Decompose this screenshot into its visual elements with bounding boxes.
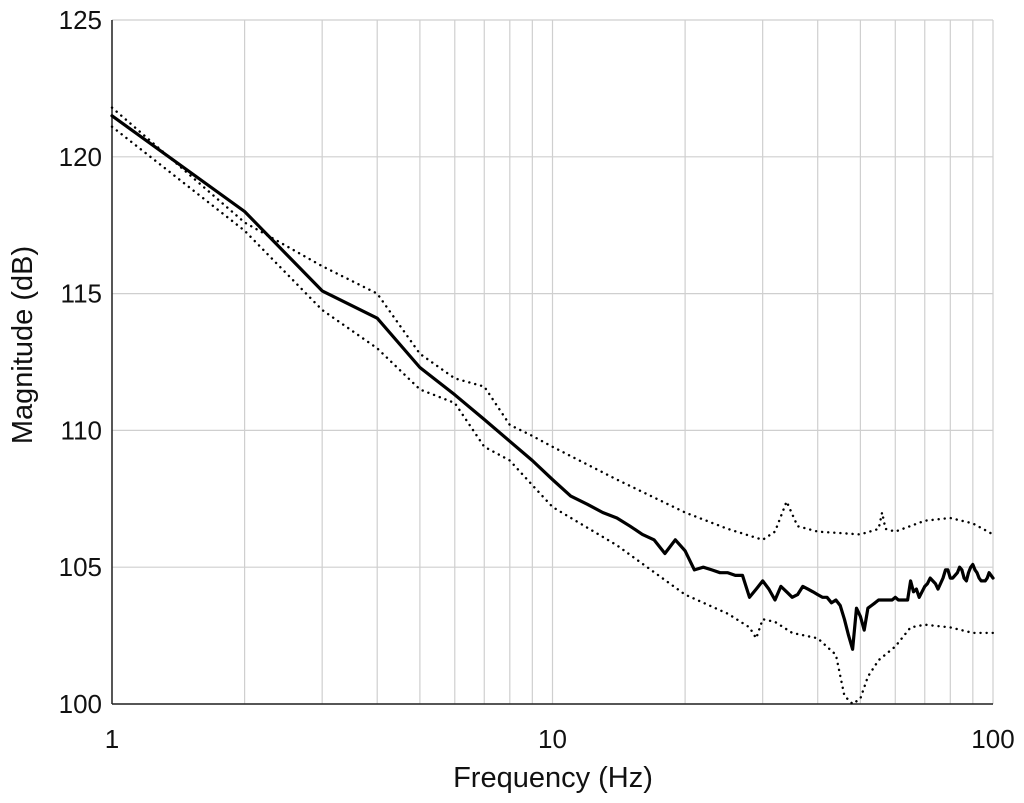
x-axis-label: Frequency (Hz) <box>453 762 653 794</box>
mean-magnitude-line <box>110 114 995 651</box>
y-tick-label: 110 <box>61 415 102 445</box>
y-tick-label: 100 <box>59 689 102 719</box>
x-tick-label: 1 <box>105 724 119 754</box>
y-tick-label: 115 <box>61 279 102 309</box>
y-tick-label: 105 <box>59 552 102 582</box>
dotted-bound-line <box>110 106 995 541</box>
x-tick-label: 100 <box>971 724 1014 754</box>
y-tick-label: 125 <box>59 5 102 35</box>
x-tick-label: 10 <box>538 724 567 754</box>
y-tick-label: 120 <box>59 142 102 172</box>
y-axis-label: Magnitude (dB) <box>7 246 39 444</box>
axes <box>111 20 993 705</box>
grid <box>111 19 994 705</box>
series-group <box>110 106 995 706</box>
